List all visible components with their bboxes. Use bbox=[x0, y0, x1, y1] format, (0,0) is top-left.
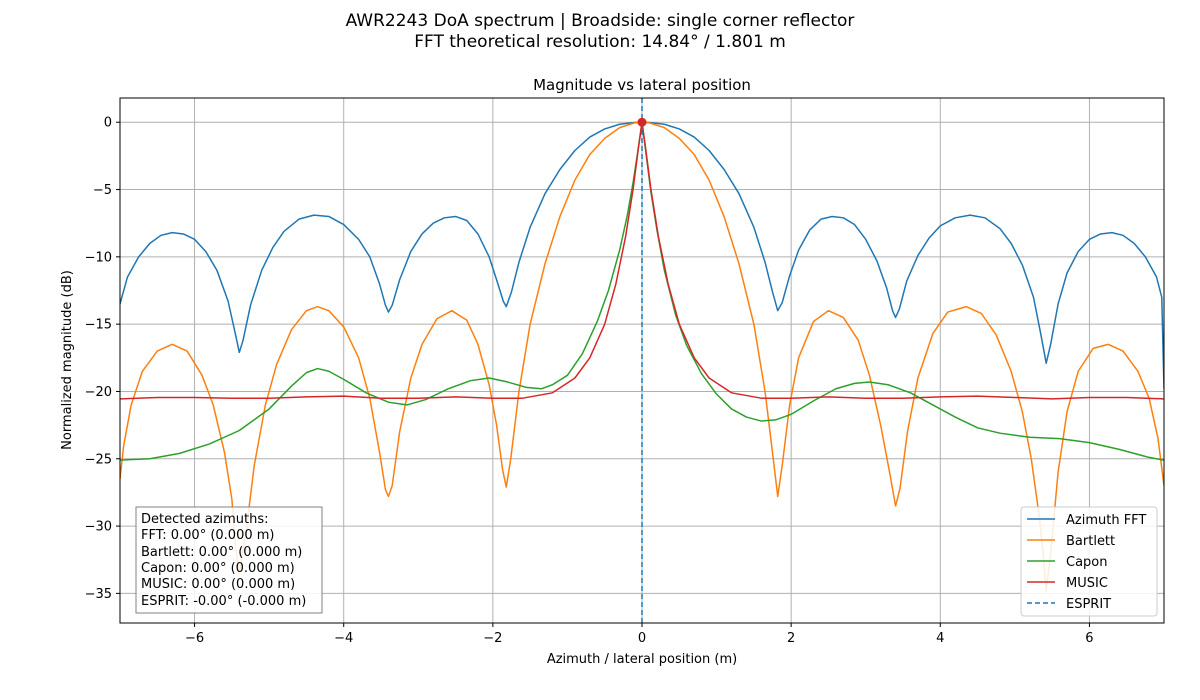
annotation-line-5: ESPRIT: -0.00° (-0.000 m) bbox=[141, 594, 306, 609]
x-tick-label: 2 bbox=[787, 631, 795, 646]
annotation-line-1: FFT: 0.00° (0.000 m) bbox=[141, 528, 275, 543]
y-tick-label: 0 bbox=[104, 116, 112, 131]
y-tick-label: −5 bbox=[93, 183, 112, 198]
y-tick-label: −35 bbox=[85, 587, 112, 602]
x-tick-label: 6 bbox=[1085, 631, 1093, 646]
legend-label-bartlett: Bartlett bbox=[1066, 534, 1115, 549]
annotation-line-4: MUSIC: 0.00° (0.000 m) bbox=[141, 577, 295, 592]
series-layer bbox=[120, 98, 1164, 623]
y-tick-label: −25 bbox=[85, 452, 112, 467]
x-tick-label: −4 bbox=[334, 631, 353, 646]
y-tick-label: −10 bbox=[85, 250, 112, 265]
peak-marker bbox=[637, 117, 647, 127]
x-tick-label: 0 bbox=[638, 631, 646, 646]
y-tick-label: −15 bbox=[85, 318, 112, 333]
figure-suptitle-line-2: FFT theoretical resolution: 14.84° / 1.8… bbox=[414, 32, 786, 52]
annotation-line-0: Detected azimuths: bbox=[141, 512, 269, 527]
y-tick-label: −30 bbox=[85, 520, 112, 535]
annotation-line-2: Bartlett: 0.00° (0.000 m) bbox=[141, 545, 302, 560]
bartlett-line bbox=[120, 121, 1164, 592]
x-tick-label: −6 bbox=[185, 631, 204, 646]
y-axis-label: Normalized magnitude (dB) bbox=[60, 270, 75, 450]
legend-label-azimuth-fft: Azimuth FFT bbox=[1066, 513, 1146, 528]
y-tick-label: −20 bbox=[85, 385, 112, 400]
legend-label-esprit: ESPRIT bbox=[1066, 597, 1111, 612]
annotation-line-3: Capon: 0.00° (0.000 m) bbox=[141, 561, 295, 576]
legend-label-capon: Capon bbox=[1066, 555, 1108, 570]
legend-box bbox=[1020, 506, 1158, 617]
detected-azimuths-box: Detected azimuths: FFT: 0.00° (0.000 m) … bbox=[135, 506, 323, 614]
axes-title: Magnitude vs lateral position bbox=[533, 76, 751, 94]
x-tick-label: 4 bbox=[936, 631, 944, 646]
axis-ticks: −6 −4 −2 0 2 4 60−5−10−15−20−25−30−35 bbox=[85, 116, 1094, 646]
x-axis-label: Azimuth / lateral position (m) bbox=[547, 652, 737, 667]
legend: Azimuth FFT Bartlett Capon MUSIC ESPRIT bbox=[1020, 506, 1158, 617]
x-tick-label: −2 bbox=[483, 631, 502, 646]
figure-suptitle-line-1: AWR2243 DoA spectrum | Broadside: single… bbox=[345, 11, 855, 31]
legend-label-music: MUSIC bbox=[1066, 576, 1108, 591]
